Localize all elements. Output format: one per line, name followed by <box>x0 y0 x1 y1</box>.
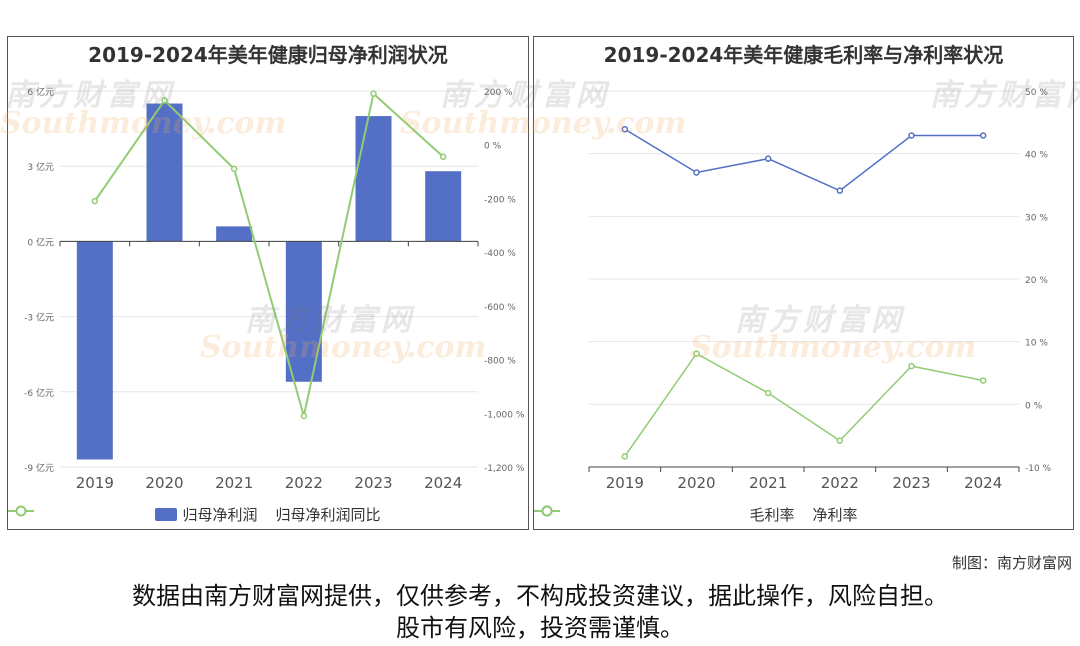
x-tick-label: 2024 <box>424 474 462 492</box>
disclaimer: 数据由南方财富网提供，仅供参考，不构成投资建议，据此操作，风险自担。 股市有风险… <box>0 580 1080 644</box>
legend-label: 归母净利润同比 <box>275 506 381 524</box>
y2-tick-label: 0 % <box>484 142 502 152</box>
margin-chart: 50 % 40 % 30 % 20 % 10 % 0 % -10 % 2019 2020 2021… <box>588 88 1052 492</box>
line-point <box>230 165 238 173</box>
line-point <box>91 197 99 205</box>
x-tick-label: 2021 <box>215 474 253 492</box>
line-point <box>836 187 844 194</box>
y-tick-label: -3 亿元 <box>24 312 54 324</box>
legend-label: 净利率 <box>812 506 858 524</box>
y-tick-label: 40 % <box>1025 151 1048 161</box>
legend-label: 归母净利润 <box>182 506 258 524</box>
legend-item-net-margin[interactable]: 净利率 <box>534 504 858 525</box>
line-point <box>908 132 915 139</box>
y2-tick-label: -200 % <box>484 195 516 205</box>
line-series <box>624 352 984 457</box>
y-tick-label: 6 亿元 <box>27 86 54 98</box>
line-point <box>908 362 915 370</box>
x-tick-label: 2020 <box>677 474 715 492</box>
chart-title: 2019-2024年美年健康毛利率与净利率状况 <box>603 43 1004 67</box>
chart-credit: 制图：南方财富网 <box>951 554 1072 572</box>
y-tick-label: 3 亿元 <box>27 161 54 173</box>
y2-tick-label: -1,200 % <box>484 464 525 474</box>
y2-tick-label: -400 % <box>484 249 516 259</box>
bar <box>216 226 253 242</box>
y-tick-label: -10 % <box>1025 464 1052 474</box>
chart-title: 2019-2024年美年健康归母净利润状况 <box>88 43 448 67</box>
y-tick-label: 10 % <box>1025 339 1048 349</box>
line-point <box>764 155 772 162</box>
bar-swatch-icon <box>155 508 178 521</box>
legend-item-net-profit[interactable]: 归母净利润 <box>155 504 258 525</box>
x-tick-label: 2024 <box>964 474 1002 492</box>
x-tick-label: 2019 <box>606 474 644 492</box>
y-tick-label: -6 亿元 <box>24 387 54 399</box>
x-tick-label: 2021 <box>749 474 787 492</box>
disclaimer-line-1: 数据由南方财富网提供，仅供参考，不构成投资建议，据此操作，风险自担。 <box>132 582 948 610</box>
line-point <box>161 97 168 104</box>
line-point <box>300 412 308 420</box>
line-point <box>836 437 844 444</box>
y-tick-label: 50 % <box>1025 88 1048 98</box>
y-tick-label: -9 亿元 <box>24 462 54 474</box>
bar <box>355 116 392 242</box>
y-tick-label: 30 % <box>1025 213 1048 223</box>
y2-tick-label: -1,000 % <box>484 410 525 420</box>
line-point <box>439 153 447 161</box>
legend-item-net-profit-yoy[interactable]: 归母净利润同比 <box>8 504 381 525</box>
disclaimer-line-2: 股市有风险，投资需谨慎。 <box>396 614 684 642</box>
net-profit-chart: 6 亿元 3 亿元 0 亿元 -3 亿元 -6 亿元 -9 亿元 200 % 0 % -200 … <box>24 86 525 492</box>
y2-tick-label: -600 % <box>484 303 516 313</box>
line-point <box>621 125 629 133</box>
bar <box>425 171 462 242</box>
chart-legend: 归母净利润 归母净利润同比 <box>8 504 528 525</box>
legend-item-gross-margin[interactable]: 毛利率 <box>534 504 795 525</box>
x-tick-label: 2023 <box>892 474 930 492</box>
line-point <box>370 90 377 97</box>
net-profit-chart-panel: 2019-2024年美年健康归母净利润状况 6 亿元 3 亿元 0 亿元 -3 亿元 -… <box>7 36 529 530</box>
line-point <box>979 377 987 384</box>
line-series <box>94 91 444 417</box>
line-swatch-icon <box>534 505 560 517</box>
line-point <box>979 132 987 139</box>
y-tick-label: 0 亿元 <box>27 236 54 248</box>
line-series <box>624 128 984 192</box>
x-tick-label: 2022 <box>821 474 859 492</box>
y-tick-label: 20 % <box>1025 276 1048 286</box>
y-tick-label: 0 % <box>1025 401 1043 411</box>
x-tick-label: 2020 <box>145 474 183 492</box>
legend-label: 毛利率 <box>749 506 795 524</box>
y2-tick-label: -800 % <box>484 357 516 367</box>
x-tick-label: 2019 <box>76 474 114 492</box>
x-tick-label: 2023 <box>354 474 392 492</box>
bar <box>76 241 113 460</box>
y2-tick-label: 200 % <box>484 88 513 98</box>
line-point <box>693 350 700 357</box>
line-point <box>693 169 700 176</box>
x-tick-label: 2022 <box>285 474 323 492</box>
chart-legend: 毛利率 净利率 <box>534 504 1073 525</box>
bar <box>146 103 183 242</box>
margin-chart-panel: 2019-2024年美年健康毛利率与净利率状况 50 % 40 % 30 % 20 %… <box>533 36 1074 530</box>
line-point <box>764 389 772 397</box>
line-point <box>621 453 629 460</box>
line-swatch-icon <box>8 505 34 517</box>
